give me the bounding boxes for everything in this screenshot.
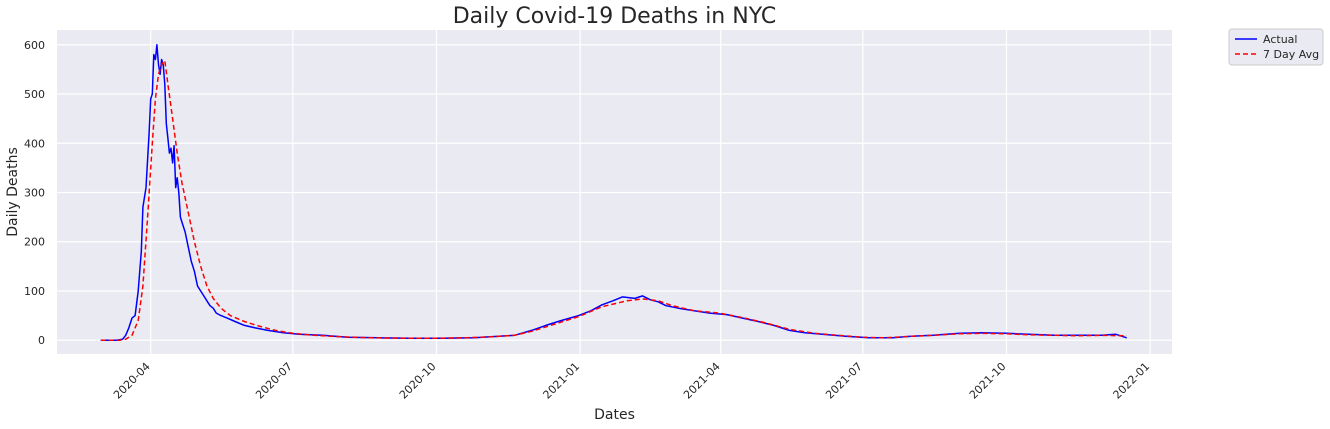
legend-box — [1228, 28, 1324, 66]
x-tick-label-2022-01: 2022-01 — [1111, 360, 1153, 402]
x-tick-label-2020-10: 2020-10 — [397, 360, 439, 402]
legend-entry-actual: Actual — [1263, 33, 1297, 46]
series-line-actual — [100, 44, 1127, 341]
y-tick-label-200: 200 — [24, 236, 45, 249]
x-tick-label-2021-01: 2021-01 — [541, 360, 583, 402]
y-axis-ticks: 0 100 200 300 400 500 600 — [24, 39, 45, 347]
legend: Actual 7 Day Avg — [1228, 28, 1324, 66]
series-group — [100, 44, 1127, 341]
x-tick-label-2021-07: 2021-07 — [823, 360, 865, 402]
y-tick-label-0: 0 — [38, 334, 45, 347]
grid-lines — [57, 30, 1172, 354]
x-tick-label-2021-04: 2021-04 — [681, 360, 723, 402]
x-axis-label: Dates — [594, 407, 635, 423]
y-tick-label-400: 400 — [24, 137, 45, 150]
series-line-7-day-avg — [100, 59, 1127, 341]
x-axis-ticks: 2020-04 2020-07 2020-10 2021-01 2021-04 2021-… — [111, 360, 1152, 402]
legend-entry-7-day-avg: 7 Day Avg — [1263, 48, 1319, 61]
x-tick-label-2020-07: 2020-07 — [253, 360, 295, 402]
y-tick-label-100: 100 — [24, 285, 45, 298]
y-tick-label-600: 600 — [24, 39, 45, 52]
chart-title: Daily Covid-19 Deaths in NYC — [453, 4, 777, 29]
y-tick-label-500: 500 — [24, 88, 45, 101]
y-tick-label-300: 300 — [24, 186, 45, 199]
x-tick-label-2021-10: 2021-10 — [967, 360, 1009, 402]
y-axis-label: Daily Deaths — [5, 147, 21, 237]
x-tick-label-2020-04: 2020-04 — [111, 360, 153, 402]
